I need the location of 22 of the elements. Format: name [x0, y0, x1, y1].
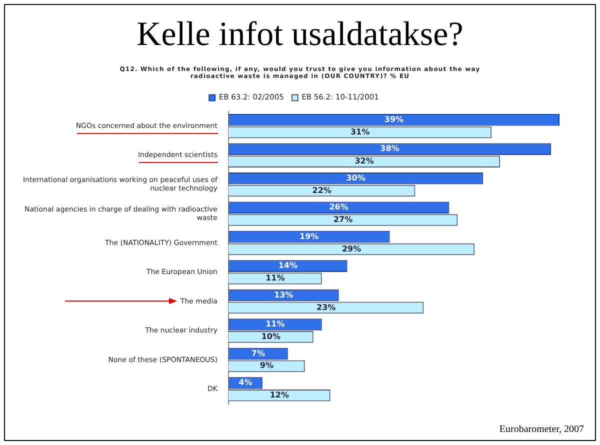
data-label: 32% [354, 156, 374, 166]
data-label: 10% [261, 332, 280, 342]
data-label: 14% [278, 261, 298, 270]
data-label: 29% [342, 244, 362, 254]
data-label: 26% [329, 202, 348, 212]
data-label: 30% [346, 173, 366, 182]
data-label: 13% [274, 290, 294, 300]
data-label: 7% [251, 348, 265, 358]
text: Eurobarometer, 2007 [499, 424, 584, 435]
data-label: 11% [266, 274, 285, 283]
data-label: 38% [380, 144, 400, 154]
chart-title: Kelle infot usaldatakse? [136, 16, 464, 54]
data-label: 22% [312, 186, 332, 195]
data-label: 27% [333, 215, 353, 224]
data-label: 4% [238, 378, 252, 388]
data-label: 39% [384, 114, 404, 124]
data-label: 11% [266, 320, 285, 329]
data-label: 23% [316, 302, 336, 312]
data-label: 12% [270, 390, 289, 400]
data-label: 9% [260, 361, 274, 370]
data-label: 19% [300, 232, 319, 241]
data-label: 31% [350, 127, 370, 136]
